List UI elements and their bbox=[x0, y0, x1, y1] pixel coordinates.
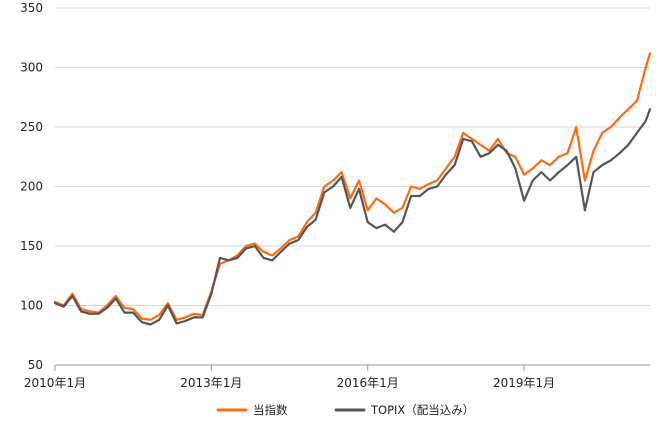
x-tick-label: 2013年1月 bbox=[180, 376, 242, 390]
x-axis-ticks: 2010年1月 2013年1月 2016年1月 2019年1月 bbox=[24, 365, 555, 390]
y-tick-label: 100 bbox=[20, 299, 43, 313]
y-tick-label: 200 bbox=[20, 180, 43, 194]
legend-label: TOPIX（配当込み） bbox=[370, 403, 474, 417]
y-axis-ticks: 50 100 150 200 250 300 350 bbox=[20, 1, 43, 372]
y-tick-label: 350 bbox=[20, 1, 43, 15]
gridlines bbox=[55, 7, 650, 366]
series-line-topix bbox=[53, 108, 652, 326]
x-tick-label: 2010年1月 bbox=[24, 376, 86, 390]
legend-label: 当指数 bbox=[253, 403, 288, 417]
y-tick-label: 250 bbox=[20, 120, 43, 134]
y-tick-label: 300 bbox=[20, 61, 43, 75]
legend: 当指数 TOPIX（配当込み） bbox=[216, 403, 474, 417]
x-tick-label: 2016年1月 bbox=[337, 376, 399, 390]
series-lines bbox=[53, 52, 652, 326]
y-tick-label: 50 bbox=[28, 358, 43, 372]
series-line-index bbox=[53, 52, 652, 321]
y-tick-label: 150 bbox=[20, 239, 43, 253]
x-tick-label: 2019年1月 bbox=[493, 376, 555, 390]
